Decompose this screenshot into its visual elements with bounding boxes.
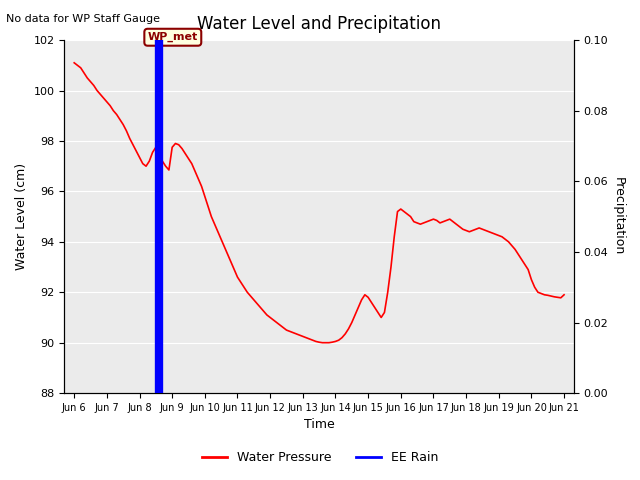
X-axis label: Time: Time (304, 419, 335, 432)
Y-axis label: Water Level (cm): Water Level (cm) (15, 163, 28, 270)
Text: WP_met: WP_met (148, 32, 198, 42)
Title: Water Level and Precipitation: Water Level and Precipitation (197, 15, 441, 33)
Y-axis label: Precipitation: Precipitation (612, 178, 625, 256)
Text: No data for WP Staff Gauge: No data for WP Staff Gauge (6, 14, 161, 24)
Legend: Water Pressure, EE Rain: Water Pressure, EE Rain (196, 446, 444, 469)
